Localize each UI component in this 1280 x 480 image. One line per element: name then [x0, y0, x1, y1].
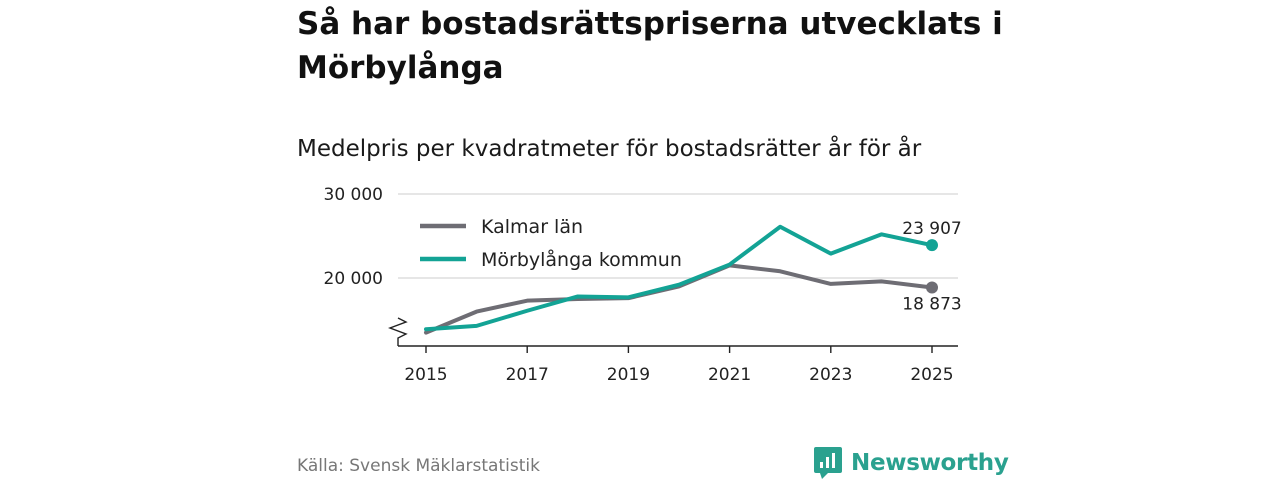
data-labels: 18 873 23 907: [902, 219, 961, 314]
y-tick-label: 20 000: [324, 269, 383, 289]
series-end-dot: [926, 239, 938, 252]
series-end-dot: [926, 281, 938, 294]
series-line: [424, 224, 934, 332]
chart-title: Så har bostadsrättspriserna utvecklats i…: [297, 6, 1003, 86]
source-note: Källa: Svensk Mäklarstatistik: [297, 456, 540, 476]
legend-label: Mörbylånga kommun: [481, 248, 682, 271]
gridlines: [398, 193, 958, 279]
x-tick-label: 2021: [708, 365, 751, 385]
series-line: [424, 263, 934, 335]
chart-subtitle: Medelpris per kvadratmeter för bostadsrä…: [297, 136, 922, 162]
axis-break: [388, 317, 408, 346]
data-label: 18 873: [902, 294, 961, 314]
x-tick-label: 2019: [607, 365, 650, 385]
y-tick-label: 30 000: [324, 185, 383, 205]
series-lines: [424, 224, 938, 335]
x-tick-label: 2023: [809, 365, 852, 385]
brand-name: Newsworthy: [851, 450, 1009, 476]
x-tick-label: 2015: [404, 365, 447, 385]
brand-logo: Newsworthy: [814, 446, 1009, 480]
legend: Kalmar län Mörbylånga kommun: [420, 216, 682, 271]
legend-label: Kalmar län: [481, 216, 583, 238]
newsworthy-logo-icon: [814, 447, 842, 479]
data-label: 23 907: [902, 219, 961, 239]
axes: 20 000 30 000 2015 2017 2019 2021 2023 2025: [324, 185, 958, 385]
x-tick-label: 2017: [506, 365, 549, 385]
x-tick-label: 2025: [910, 365, 953, 385]
